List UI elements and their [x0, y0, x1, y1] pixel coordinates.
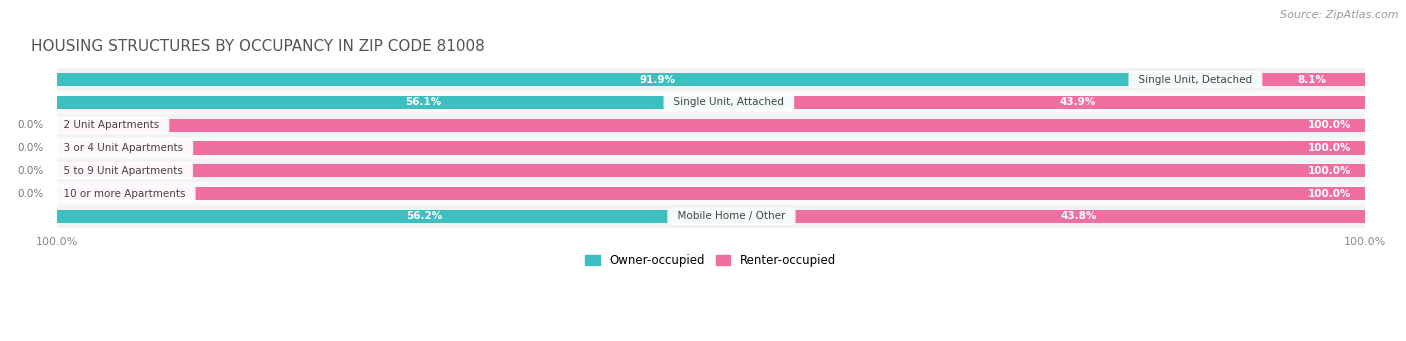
Text: 100.0%: 100.0% — [1308, 189, 1351, 198]
Text: 91.9%: 91.9% — [640, 75, 676, 85]
Text: Single Unit, Attached: Single Unit, Attached — [668, 98, 790, 107]
Text: 0.0%: 0.0% — [18, 189, 44, 198]
Legend: Owner-occupied, Renter-occupied: Owner-occupied, Renter-occupied — [581, 249, 841, 272]
Bar — [56, 114, 1365, 136]
Text: Mobile Home / Other: Mobile Home / Other — [671, 211, 792, 221]
Bar — [56, 182, 1365, 205]
Text: 0.0%: 0.0% — [18, 120, 44, 130]
Bar — [792, 210, 1365, 223]
Text: 8.1%: 8.1% — [1298, 75, 1326, 85]
Text: 100.0%: 100.0% — [1308, 120, 1351, 130]
Text: Single Unit, Detached: Single Unit, Detached — [1132, 75, 1258, 85]
Bar — [790, 96, 1365, 109]
Text: 100.0%: 100.0% — [1308, 166, 1351, 176]
Bar — [56, 136, 1365, 159]
Text: 56.2%: 56.2% — [406, 211, 443, 221]
Bar — [56, 159, 1365, 182]
Bar — [56, 210, 792, 223]
Text: 10 or more Apartments: 10 or more Apartments — [56, 189, 193, 198]
Text: 0.0%: 0.0% — [18, 166, 44, 176]
Bar — [1258, 73, 1365, 86]
Bar — [56, 73, 1258, 86]
Bar — [56, 187, 1365, 200]
Text: 5 to 9 Unit Apartments: 5 to 9 Unit Apartments — [56, 166, 190, 176]
Text: 100.0%: 100.0% — [1308, 143, 1351, 153]
Text: Source: ZipAtlas.com: Source: ZipAtlas.com — [1281, 10, 1399, 20]
Bar — [56, 205, 1365, 228]
Text: 43.8%: 43.8% — [1060, 211, 1097, 221]
Text: 56.1%: 56.1% — [405, 98, 441, 107]
Bar — [56, 68, 1365, 91]
Bar — [56, 91, 1365, 114]
Text: 3 or 4 Unit Apartments: 3 or 4 Unit Apartments — [56, 143, 190, 153]
Text: 0.0%: 0.0% — [18, 143, 44, 153]
Bar — [56, 96, 790, 109]
Text: HOUSING STRUCTURES BY OCCUPANCY IN ZIP CODE 81008: HOUSING STRUCTURES BY OCCUPANCY IN ZIP C… — [31, 39, 485, 54]
Text: 43.9%: 43.9% — [1060, 98, 1095, 107]
Bar — [56, 141, 1365, 154]
Text: 2 Unit Apartments: 2 Unit Apartments — [56, 120, 166, 130]
Bar — [56, 164, 1365, 177]
Bar — [56, 119, 1365, 132]
